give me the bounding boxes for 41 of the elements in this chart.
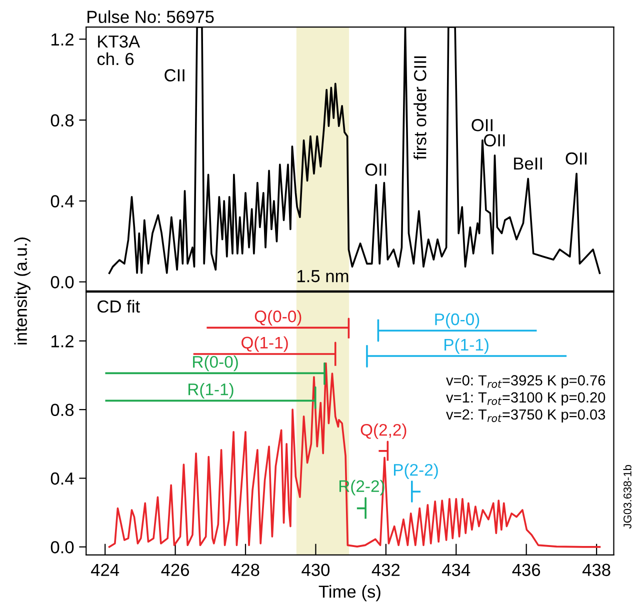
- x-tick-label: 426: [161, 564, 190, 576]
- series-label: P(2-2): [394, 464, 438, 480]
- band-label: 1.5 nm: [298, 270, 348, 282]
- annotation: CII: [164, 69, 184, 82]
- y-tick-label: 0.4: [50, 472, 74, 485]
- series-label: Q(2,2): [360, 424, 406, 440]
- y-tick-label: 0.8: [50, 114, 74, 127]
- annotation: OII: [365, 164, 386, 176]
- x-tick-label: 430: [302, 564, 330, 576]
- x-tick-label: 438: [582, 564, 610, 576]
- annotation: KT3A ch. 6: [97, 35, 140, 66]
- series-label: P(1-1): [444, 338, 488, 354]
- chart-title: Pulse No: 56975: [88, 10, 214, 24]
- x-tick-label: 428: [231, 564, 260, 576]
- annotation: v=1: T$_{rot}$=3100 K p=0.20: [446, 392, 606, 406]
- annotation: CD fit: [98, 300, 140, 313]
- y-tick-label: 0.4: [50, 195, 74, 208]
- x-tick-label: 432: [372, 564, 400, 576]
- annotation: BeII: [514, 158, 542, 170]
- annotation: OII: [484, 134, 505, 146]
- annotation: OII: [472, 119, 492, 132]
- x-tick-label: 434: [442, 564, 470, 576]
- annotation: v=0: T$_{rot}$=3925 K p=0.76: [446, 375, 606, 388]
- y-tick-label: 0.0: [50, 541, 74, 554]
- series-label: Q(1-1): [242, 336, 288, 352]
- series-label: P(0-0): [435, 312, 480, 329]
- y-tick-label: 1.2: [52, 33, 74, 46]
- annotation: v=2: T$_{rot}$=3750 K p=0.03: [446, 409, 606, 423]
- series-label: R(0-0): [193, 356, 238, 372]
- annotation: first order CIII: [414, 56, 426, 160]
- y-tick-label: 0.0: [50, 276, 74, 288]
- text: JG03.638-1b: [623, 465, 632, 529]
- series-label: Q(0-0): [254, 310, 302, 326]
- annotation: OII: [566, 152, 587, 165]
- x-axis-title: Time (s): [318, 585, 380, 602]
- x-tick-label: 436: [512, 564, 540, 576]
- y-tick-label: 0.8: [50, 404, 74, 416]
- series-label: R(1-1): [188, 383, 234, 399]
- y-tick-label: 1.2: [52, 335, 74, 348]
- x-tick-label: 424: [91, 564, 120, 576]
- y-axis-title: intensity (a.u.): [14, 238, 30, 344]
